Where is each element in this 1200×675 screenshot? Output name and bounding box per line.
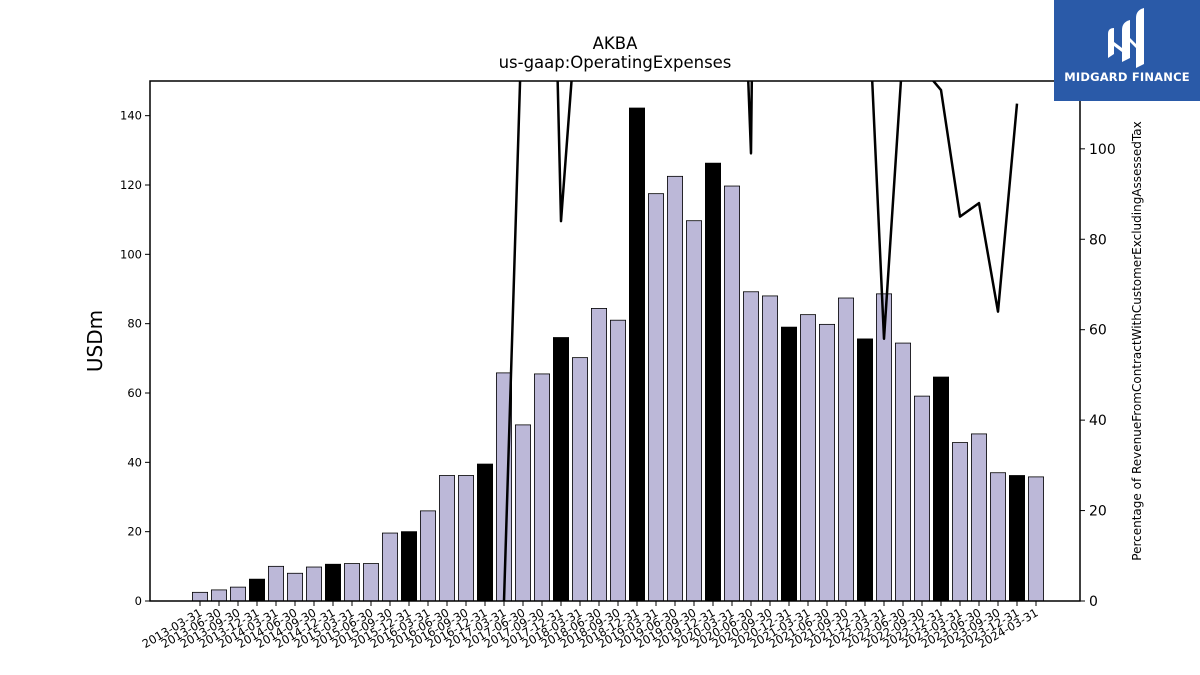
y-axis-label: USDm xyxy=(83,310,107,372)
y2-axis-label: Percentage of RevenueFromContractWithCus… xyxy=(1130,121,1144,560)
y-tick-label: 120 xyxy=(120,178,142,192)
plot-frame xyxy=(149,80,1081,602)
bar xyxy=(610,319,627,601)
bar xyxy=(819,323,836,601)
bar xyxy=(343,563,360,601)
bar xyxy=(876,293,893,601)
brand-logo: MIDGARD FINANCE xyxy=(1054,0,1200,101)
y2-tick-label: 0 xyxy=(1089,594,1098,610)
bar xyxy=(381,532,398,601)
bar xyxy=(800,314,817,601)
brand-name: MIDGARD FINANCE xyxy=(1064,70,1190,84)
bar xyxy=(191,591,208,601)
y-tick-label: 20 xyxy=(127,525,142,539)
bar xyxy=(476,463,493,601)
bar xyxy=(419,510,436,601)
bar xyxy=(324,563,341,601)
bar xyxy=(743,291,760,601)
bar xyxy=(705,162,722,601)
chart-title: AKBA xyxy=(593,34,638,53)
bar xyxy=(305,566,322,601)
bar xyxy=(895,342,912,601)
bar xyxy=(591,308,608,601)
bar xyxy=(933,376,950,601)
bar xyxy=(438,475,455,601)
bar xyxy=(362,563,379,601)
bar xyxy=(838,297,855,601)
chart-subtitle: us-gaap:OperatingExpenses xyxy=(499,53,732,72)
bar xyxy=(210,589,227,601)
y-tick-label: 100 xyxy=(120,247,142,261)
bar xyxy=(648,193,665,601)
bar xyxy=(515,424,532,601)
bar xyxy=(781,326,798,601)
bar xyxy=(724,185,741,601)
y-tick-label: 140 xyxy=(120,109,142,123)
bar xyxy=(572,357,589,601)
bar xyxy=(990,472,1007,601)
bar xyxy=(267,565,284,601)
bar xyxy=(400,531,417,601)
y-tick-label: 0 xyxy=(135,594,142,608)
bar xyxy=(286,572,303,601)
y2-tick-label: 40 xyxy=(1089,413,1107,429)
y-tick-label: 60 xyxy=(127,386,142,400)
bar xyxy=(952,442,969,601)
y2-tick-label: 100 xyxy=(1089,142,1116,158)
bar xyxy=(1009,475,1026,601)
y2-tick-label: 60 xyxy=(1089,323,1107,339)
bar xyxy=(457,475,474,601)
bar xyxy=(629,107,646,601)
y-tick-label: 80 xyxy=(127,317,142,331)
y2-tick-label: 80 xyxy=(1089,232,1107,248)
bar xyxy=(667,175,684,601)
bar xyxy=(534,373,551,601)
bar xyxy=(1028,476,1045,601)
midgard-logo-icon xyxy=(1108,8,1144,68)
y-tick-label: 40 xyxy=(127,455,142,469)
bar xyxy=(857,338,874,601)
bar xyxy=(229,586,246,601)
bar xyxy=(914,395,931,601)
bar xyxy=(762,295,779,601)
bar xyxy=(553,337,570,601)
bar xyxy=(686,220,703,601)
y2-tick-label: 20 xyxy=(1089,504,1107,520)
bar xyxy=(248,578,265,601)
bar xyxy=(495,372,512,601)
bar xyxy=(971,433,988,601)
